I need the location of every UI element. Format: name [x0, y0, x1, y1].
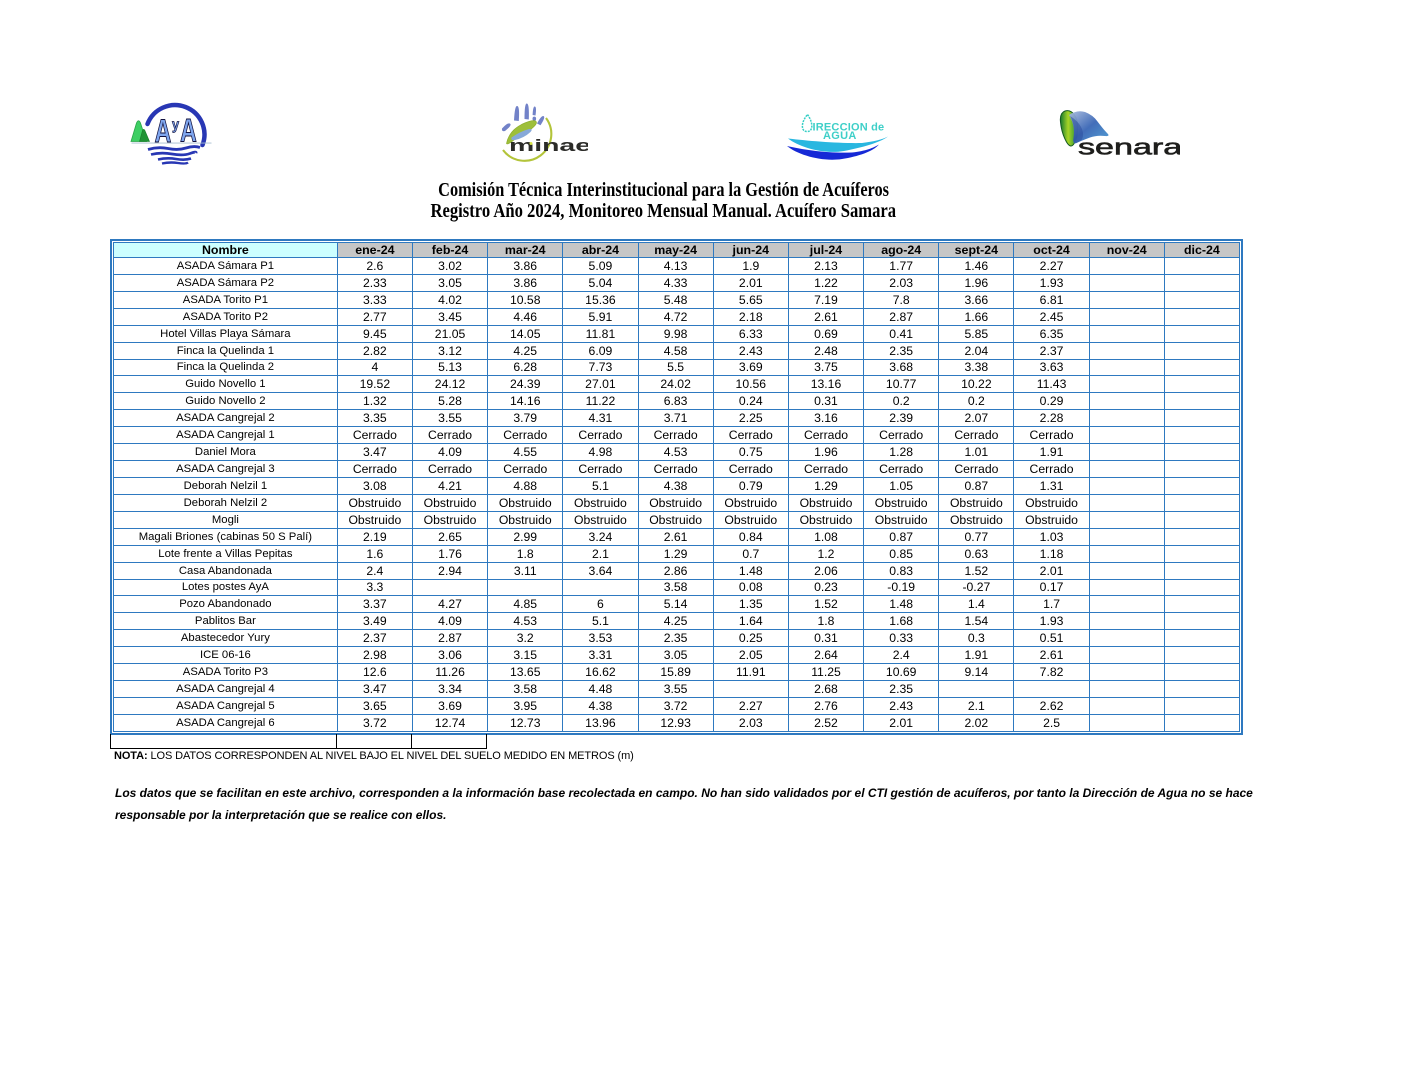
svg-text:A: A	[155, 113, 172, 149]
svg-text:IRECCION de: IRECCION de	[813, 122, 885, 134]
svg-text:senara: senara	[1078, 135, 1180, 160]
svg-text:minae: minae	[509, 136, 588, 155]
svg-text:A: A	[180, 113, 197, 149]
svg-text:AGUA: AGUA	[823, 130, 857, 142]
svg-text:y: y	[172, 115, 179, 132]
